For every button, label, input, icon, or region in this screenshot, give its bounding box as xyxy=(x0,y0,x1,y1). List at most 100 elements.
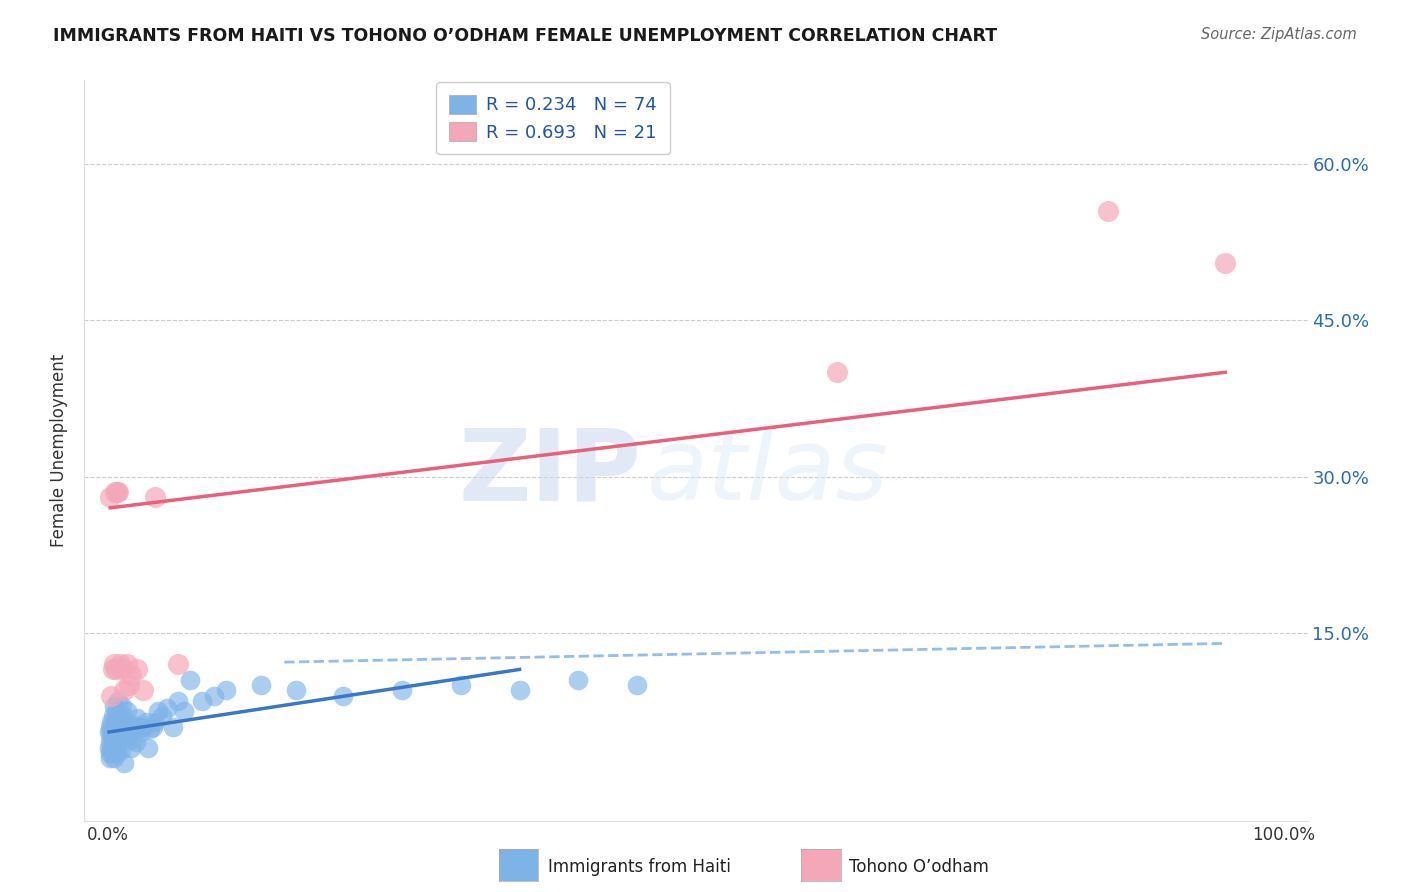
Point xyxy=(105,739,128,753)
Legend: R = 0.234   N = 74, R = 0.693   N = 21: R = 0.234 N = 74, R = 0.693 N = 21 xyxy=(436,82,669,154)
Point xyxy=(107,485,129,500)
Text: Source: ZipAtlas.com: Source: ZipAtlas.com xyxy=(1201,27,1357,42)
Point xyxy=(103,735,125,749)
Point xyxy=(132,683,155,698)
Point xyxy=(112,683,135,698)
Point xyxy=(103,725,125,739)
Point xyxy=(136,740,159,755)
Point xyxy=(143,714,166,729)
Point xyxy=(111,725,134,739)
Point xyxy=(107,720,129,734)
Y-axis label: Female Unemployment: Female Unemployment xyxy=(51,354,69,547)
Point xyxy=(214,683,236,698)
Text: IMMIGRANTS FROM HAITI VS TOHONO O’ODHAM FEMALE UNEMPLOYMENT CORRELATION CHART: IMMIGRANTS FROM HAITI VS TOHONO O’ODHAM … xyxy=(53,27,997,45)
Point xyxy=(132,720,155,734)
Point xyxy=(100,743,122,757)
Point xyxy=(567,673,589,687)
Point xyxy=(100,689,122,703)
Point xyxy=(108,657,131,672)
Point xyxy=(118,678,141,692)
Point xyxy=(101,662,124,676)
Point xyxy=(391,683,413,698)
Point xyxy=(105,746,128,760)
Point xyxy=(103,751,125,765)
Point xyxy=(110,714,132,729)
Point xyxy=(122,717,145,731)
Point xyxy=(120,720,142,734)
Point xyxy=(135,714,157,729)
Point xyxy=(156,701,179,715)
Point xyxy=(101,709,124,723)
Point xyxy=(110,743,132,757)
Point xyxy=(173,704,195,718)
Point xyxy=(101,739,124,753)
Point xyxy=(117,730,139,744)
Point xyxy=(139,722,162,736)
Point xyxy=(825,365,848,379)
Point xyxy=(626,678,648,692)
Point xyxy=(100,725,122,739)
Point xyxy=(1097,203,1119,218)
Point xyxy=(104,714,127,729)
Point xyxy=(105,662,128,676)
Text: atlas: atlas xyxy=(647,425,889,521)
Point xyxy=(98,725,121,739)
Point xyxy=(162,720,184,734)
Point xyxy=(150,709,173,723)
Point xyxy=(112,732,135,747)
Point xyxy=(98,735,121,749)
Point xyxy=(148,704,170,718)
Point xyxy=(98,751,121,765)
Point xyxy=(105,711,128,725)
Point xyxy=(332,689,354,703)
Point xyxy=(101,746,124,760)
Point xyxy=(112,709,135,723)
Point xyxy=(115,657,138,672)
Point xyxy=(129,725,152,739)
Point xyxy=(98,720,121,734)
Point xyxy=(115,704,138,718)
Point xyxy=(120,740,142,755)
Point xyxy=(103,698,125,713)
Point xyxy=(191,694,214,708)
Point xyxy=(249,678,271,692)
Point xyxy=(1213,256,1236,270)
Text: Tohono O’odham: Tohono O’odham xyxy=(849,858,988,876)
Point xyxy=(125,735,148,749)
Point xyxy=(167,694,190,708)
Point xyxy=(105,485,128,500)
Point xyxy=(121,732,143,747)
Point xyxy=(108,732,131,747)
Point xyxy=(104,732,127,747)
Point xyxy=(120,667,142,681)
Point xyxy=(124,722,146,736)
Point xyxy=(127,711,149,725)
Point xyxy=(142,720,165,734)
Point xyxy=(105,730,128,744)
Point xyxy=(112,756,135,771)
Point xyxy=(104,485,127,500)
Point xyxy=(167,657,190,672)
Point xyxy=(105,722,128,736)
Point xyxy=(179,673,201,687)
Point xyxy=(104,743,127,757)
Point xyxy=(98,491,121,505)
Point xyxy=(285,683,308,698)
Point xyxy=(118,725,141,739)
Point xyxy=(107,694,129,708)
Point xyxy=(103,657,125,672)
Point xyxy=(105,704,128,718)
Text: ZIP: ZIP xyxy=(458,425,641,521)
Point xyxy=(450,678,472,692)
Point xyxy=(509,683,531,698)
Point xyxy=(202,689,225,703)
Point xyxy=(111,698,134,713)
Point xyxy=(111,662,134,676)
Point xyxy=(100,730,122,744)
Point xyxy=(98,746,121,760)
Point xyxy=(114,714,136,729)
Point xyxy=(128,720,150,734)
Point xyxy=(143,491,166,505)
Point xyxy=(108,707,131,722)
Point xyxy=(127,662,149,676)
